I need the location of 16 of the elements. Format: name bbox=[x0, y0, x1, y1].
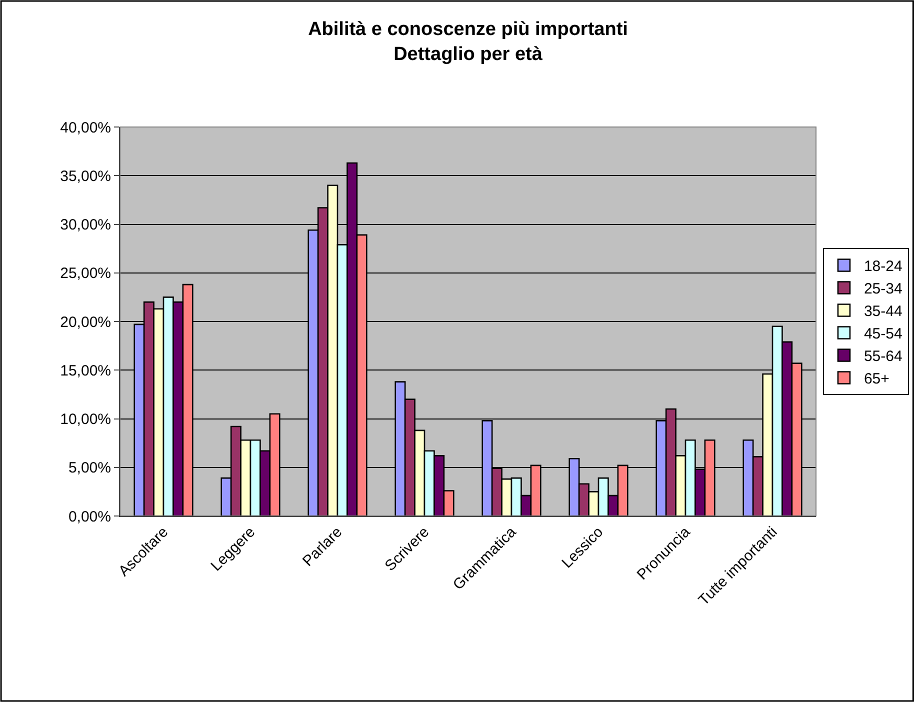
y-tick-label: 20,00% bbox=[60, 314, 111, 331]
legend-label: 18-24 bbox=[864, 258, 902, 276]
legend-label: 25-34 bbox=[864, 280, 902, 298]
chart-title: Abilità e conoscenze più importanti Dettaglio per età bbox=[308, 19, 628, 65]
y-tick-label: 15,00% bbox=[60, 362, 111, 380]
legend-label: 55-64 bbox=[864, 348, 902, 366]
y-tick-label: 25,00% bbox=[60, 265, 111, 282]
y-tick-label: 30,00% bbox=[60, 216, 111, 234]
legend-label: 35-44 bbox=[864, 303, 902, 320]
y-tick-label: 40,00% bbox=[60, 119, 111, 136]
y-tick-label: 35,00% bbox=[60, 168, 111, 185]
y-tick-label: 0,00% bbox=[68, 508, 111, 526]
y-tick-label: 10,00% bbox=[60, 411, 111, 428]
y-tick-label: 5,00% bbox=[68, 460, 111, 477]
legend-label: 65+ bbox=[864, 370, 890, 388]
legend-label: 45-54 bbox=[864, 326, 902, 343]
